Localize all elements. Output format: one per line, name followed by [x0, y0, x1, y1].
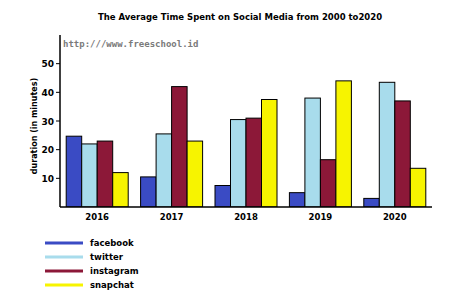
- y-tick: [56, 63, 60, 64]
- y-tick: [56, 121, 60, 122]
- legend-label: snapchat: [90, 280, 134, 290]
- y-tick-label: 20: [41, 145, 54, 155]
- bar: [395, 101, 411, 207]
- legend-swatch: [45, 270, 83, 273]
- bar: [66, 136, 82, 207]
- bar: [215, 186, 231, 208]
- x-tick-label: 2016: [85, 212, 109, 222]
- y-axis-label: duration (in minutes): [30, 78, 39, 174]
- y-tick: [56, 149, 60, 150]
- y-tick-label: 30: [41, 117, 54, 127]
- legend-swatch: [45, 242, 83, 245]
- x-tick-label: 2019: [309, 212, 333, 222]
- bar: [156, 134, 172, 207]
- title: The Average Time Spent on Social Media f…: [98, 12, 382, 22]
- watermark: http:///www.freeschool.id: [63, 39, 198, 49]
- bar: [305, 98, 321, 207]
- y-tick-label: 50: [41, 59, 54, 69]
- legend-label: twitter: [90, 252, 124, 262]
- y-tick-label: 10: [41, 174, 54, 184]
- bar: [320, 160, 336, 207]
- chart: The Average Time Spent on Social Media f…: [0, 0, 474, 301]
- x-tick-label: 2020: [383, 212, 407, 222]
- legend-label: facebook: [90, 238, 134, 248]
- legend-label: instagram: [90, 266, 139, 276]
- x-tick-label: 2018: [234, 212, 258, 222]
- legend-swatch: [45, 284, 83, 287]
- bar: [379, 82, 395, 207]
- bar: [410, 168, 426, 207]
- bar: [113, 173, 129, 207]
- bar: [289, 193, 305, 207]
- x-tick-label: 2017: [160, 212, 184, 222]
- bar: [336, 81, 352, 207]
- x-axis: [60, 206, 432, 208]
- bar: [97, 141, 113, 207]
- legend-swatch: [45, 256, 83, 259]
- bar: [364, 198, 380, 207]
- y-tick: [56, 178, 60, 179]
- bar: [82, 144, 98, 207]
- bar: [187, 141, 203, 207]
- bar: [172, 87, 188, 207]
- bar: [231, 120, 247, 207]
- bars: [66, 81, 426, 207]
- bar: [246, 118, 262, 207]
- legend: facebook twitter instagram snapchat: [45, 238, 139, 290]
- bar: [262, 100, 278, 208]
- y-tick-label: 40: [41, 88, 54, 98]
- y-tick: [56, 92, 60, 93]
- bar: [141, 177, 157, 207]
